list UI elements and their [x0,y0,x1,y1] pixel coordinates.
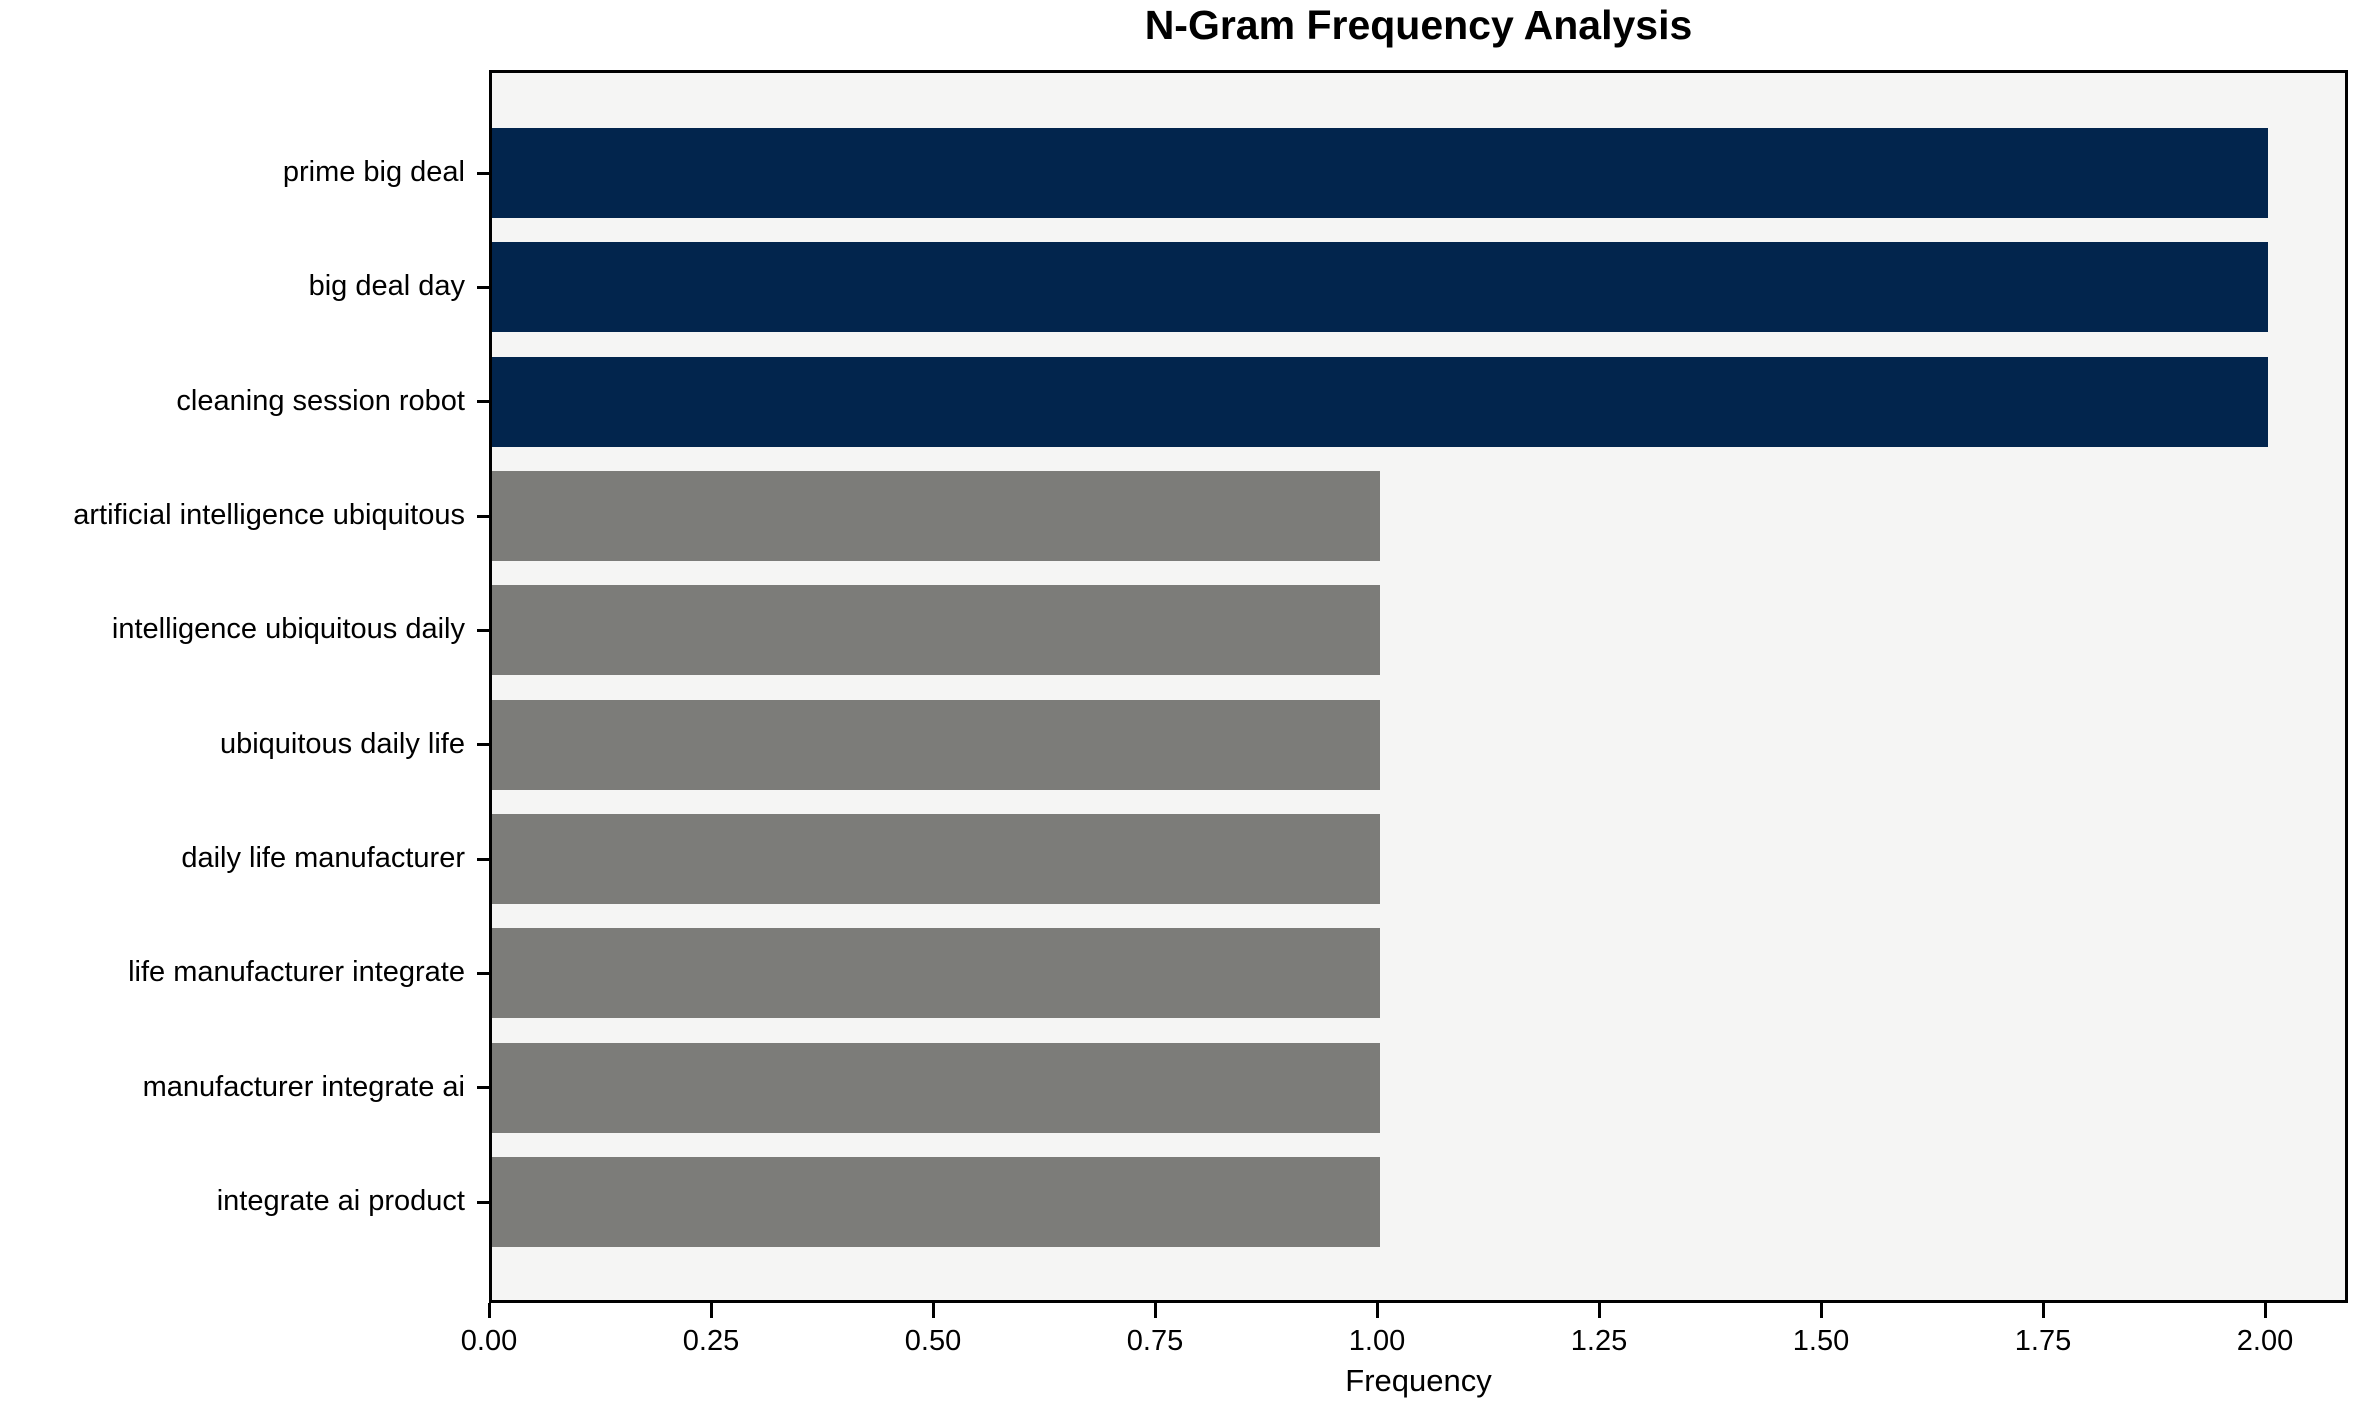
y-tick-label: ubiquitous daily life [219,727,465,760]
x-tick [1597,1303,1601,1318]
x-tick [931,1303,935,1318]
x-tick-label: 1.50 [1792,1325,1850,1357]
y-tick [477,857,489,861]
x-tick [2041,1303,2045,1318]
y-tick-label: prime big deal [282,156,465,188]
x-tick [487,1303,491,1318]
x-axis-label: Frequency [1345,1363,1492,1398]
bar [492,1042,1380,1133]
x-tick [1819,1303,1823,1318]
x-tick-label: 0.75 [1126,1325,1184,1357]
x-tick [1153,1303,1157,1318]
y-tick-label: manufacturer integrate ai [142,1070,465,1103]
y-tick [477,400,489,404]
bar [492,928,1380,1019]
y-tick-label: artificial intelligence ubiquitous [73,499,465,532]
y-tick-label: cleaning session robot [176,384,465,417]
y-tick [477,285,489,289]
chart-title: N-Gram Frequency Analysis [1144,2,1693,48]
plot-area [489,70,2348,1303]
y-tick [477,743,489,747]
x-tick [709,1303,713,1318]
x-tick-label: 1.25 [1570,1325,1628,1357]
y-tick [477,171,489,175]
x-tick-label: 0.00 [460,1325,518,1357]
y-tick-label: integrate ai product [216,1185,465,1218]
bar [492,471,1380,562]
y-tick-label: intelligence ubiquitous daily [111,613,465,646]
x-tick-label: 0.25 [682,1325,740,1357]
y-tick-label: big deal day [308,270,465,303]
x-tick [1375,1303,1379,1318]
x-tick [2263,1303,2267,1318]
x-tick-label: 1.00 [1348,1325,1406,1357]
x-tick-label: 1.75 [2014,1325,2072,1357]
bar [492,242,2268,333]
bar [492,814,1380,905]
y-tick [477,1086,489,1090]
y-tick [477,1200,489,1204]
bar [492,128,2268,218]
bar [492,585,1380,676]
y-tick [477,628,489,632]
x-tick-label: 2.00 [2236,1325,2294,1357]
bar [492,699,1380,790]
y-tick [477,971,489,975]
y-tick-label: life manufacturer integrate [128,956,465,989]
x-tick-label: 0.50 [904,1325,962,1357]
bar [492,356,2268,447]
bar [492,1157,1380,1248]
y-tick-label: daily life manufacturer [181,842,465,875]
y-tick [477,514,489,518]
